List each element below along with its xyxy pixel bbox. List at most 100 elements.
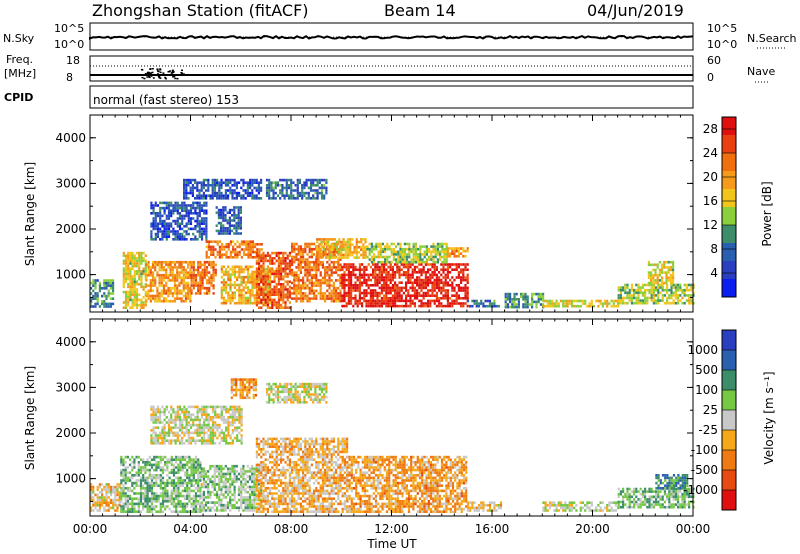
heatmap-cell	[142, 474, 145, 477]
heatmap-cell	[429, 281, 432, 284]
heatmap-cell	[222, 296, 225, 300]
heatmap-cell	[152, 436, 155, 440]
heatmap-cell	[131, 476, 134, 480]
heatmap-cell	[194, 201, 197, 205]
heatmap-cell	[149, 297, 152, 300]
heatmap-cell	[148, 476, 151, 480]
heatmap-cell	[218, 184, 221, 187]
heatmap-cell	[327, 240, 330, 244]
heatmap-cell	[464, 249, 467, 253]
nave-dot	[152, 77, 155, 79]
heatmap-cell	[118, 483, 121, 486]
heatmap-cell	[299, 268, 302, 272]
heatmap-cell	[648, 291, 651, 295]
heatmap-cell	[441, 255, 444, 259]
heatmap-cell	[420, 271, 423, 274]
heatmap-cell	[318, 178, 321, 182]
heatmap-cell	[237, 232, 240, 235]
heatmap-cell	[210, 263, 213, 267]
heatmap-cell	[176, 209, 179, 212]
heatmap-cell	[179, 500, 182, 503]
heatmap-cell	[162, 266, 166, 269]
heatmap-cell	[189, 276, 192, 280]
heatmap-cell	[184, 271, 188, 274]
heatmap-cell	[345, 294, 348, 297]
heatmap-cell	[203, 212, 206, 215]
heatmap-cell	[314, 178, 317, 182]
heatmap-cell	[235, 184, 238, 187]
heatmap-cell	[358, 289, 361, 292]
heatmap-cell	[118, 491, 121, 494]
heatmap-cell	[124, 497, 127, 500]
heatmap-cell	[135, 280, 139, 283]
heatmap-cell	[420, 286, 423, 290]
heatmap-cell	[224, 227, 227, 230]
heatmap-cell	[308, 297, 311, 300]
heatmap-cell	[124, 259, 128, 263]
heatmap-cell	[124, 492, 127, 495]
heatmap-cell	[150, 502, 154, 506]
heatmap-cell	[146, 461, 149, 464]
heatmap-cell	[369, 265, 372, 269]
heatmap-cell	[341, 276, 344, 279]
heatmap-cell	[320, 194, 324, 197]
heatmap-cell	[280, 285, 283, 289]
heatmap-cell	[269, 298, 272, 302]
heatmap-cell	[317, 255, 320, 259]
heatmap-cell	[299, 284, 302, 287]
y-tick-label: 2000	[55, 222, 86, 236]
heatmap-cell	[153, 500, 156, 503]
heatmap-cell	[449, 263, 452, 266]
heatmap-cell	[183, 455, 187, 459]
heatmap-cell	[386, 247, 389, 251]
heatmap-cell	[438, 304, 441, 308]
heatmap-cell	[177, 463, 180, 467]
heatmap-cell	[337, 294, 340, 298]
heatmap-cell	[124, 270, 128, 273]
heatmap-cell	[446, 281, 449, 284]
heatmap-cell	[161, 455, 165, 459]
heatmap-cell	[154, 284, 157, 287]
heatmap-cell	[224, 184, 227, 187]
heatmap-cell	[455, 276, 458, 279]
heatmap-cell	[199, 502, 202, 506]
heatmap-cell	[251, 194, 254, 197]
heatmap-cell	[212, 271, 215, 274]
heatmap-cell	[342, 253, 345, 257]
heatmap-cell	[286, 264, 289, 268]
heatmap-cell	[683, 283, 686, 287]
heatmap-cell	[438, 281, 441, 284]
heatmap-cell	[166, 505, 169, 508]
heatmap-cell	[127, 298, 130, 302]
heatmap-cell	[149, 299, 152, 303]
heatmap-cell	[224, 229, 227, 233]
heatmap-cell	[455, 268, 458, 271]
heatmap-cell	[617, 301, 620, 305]
heatmap-cell	[360, 245, 363, 249]
heatmap-cell	[420, 268, 423, 271]
heatmap-cell	[112, 488, 115, 491]
heatmap-cell	[683, 301, 686, 305]
heatmap-cell	[199, 271, 202, 274]
heatmap-cell	[135, 270, 139, 273]
heatmap-cell	[511, 300, 514, 304]
heatmap-cell	[353, 256, 356, 259]
heatmap-cell	[249, 250, 252, 254]
heatmap-cell	[338, 248, 341, 252]
heatmap-cell	[444, 281, 447, 284]
heatmap-cell	[124, 455, 127, 459]
heatmap-cell	[188, 474, 191, 477]
heatmap-cell	[376, 273, 379, 277]
heatmap-cell	[94, 506, 97, 510]
heatmap-cell	[200, 206, 204, 210]
heatmap-cell	[411, 268, 414, 271]
heatmap-cell	[177, 497, 180, 500]
heatmap-cell	[262, 280, 265, 283]
heatmap-cell	[255, 283, 258, 286]
heatmap-cell	[308, 289, 311, 293]
heatmap-cell	[286, 306, 289, 309]
heatmap-cell	[385, 299, 388, 303]
heatmap-cell	[112, 292, 115, 295]
heatmap-cell	[229, 240, 232, 243]
heatmap-cell	[688, 296, 691, 300]
